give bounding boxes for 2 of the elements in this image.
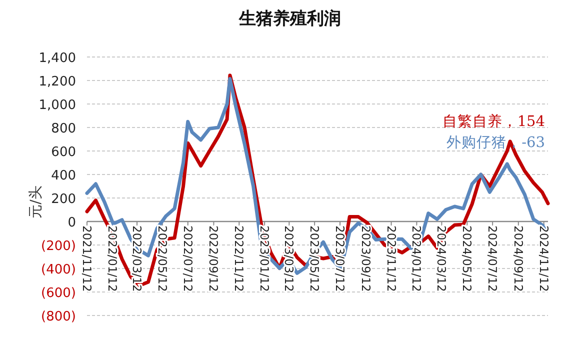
title: 生猪养殖利润 <box>239 9 341 29</box>
ylabel: 元/头 <box>28 186 44 218</box>
